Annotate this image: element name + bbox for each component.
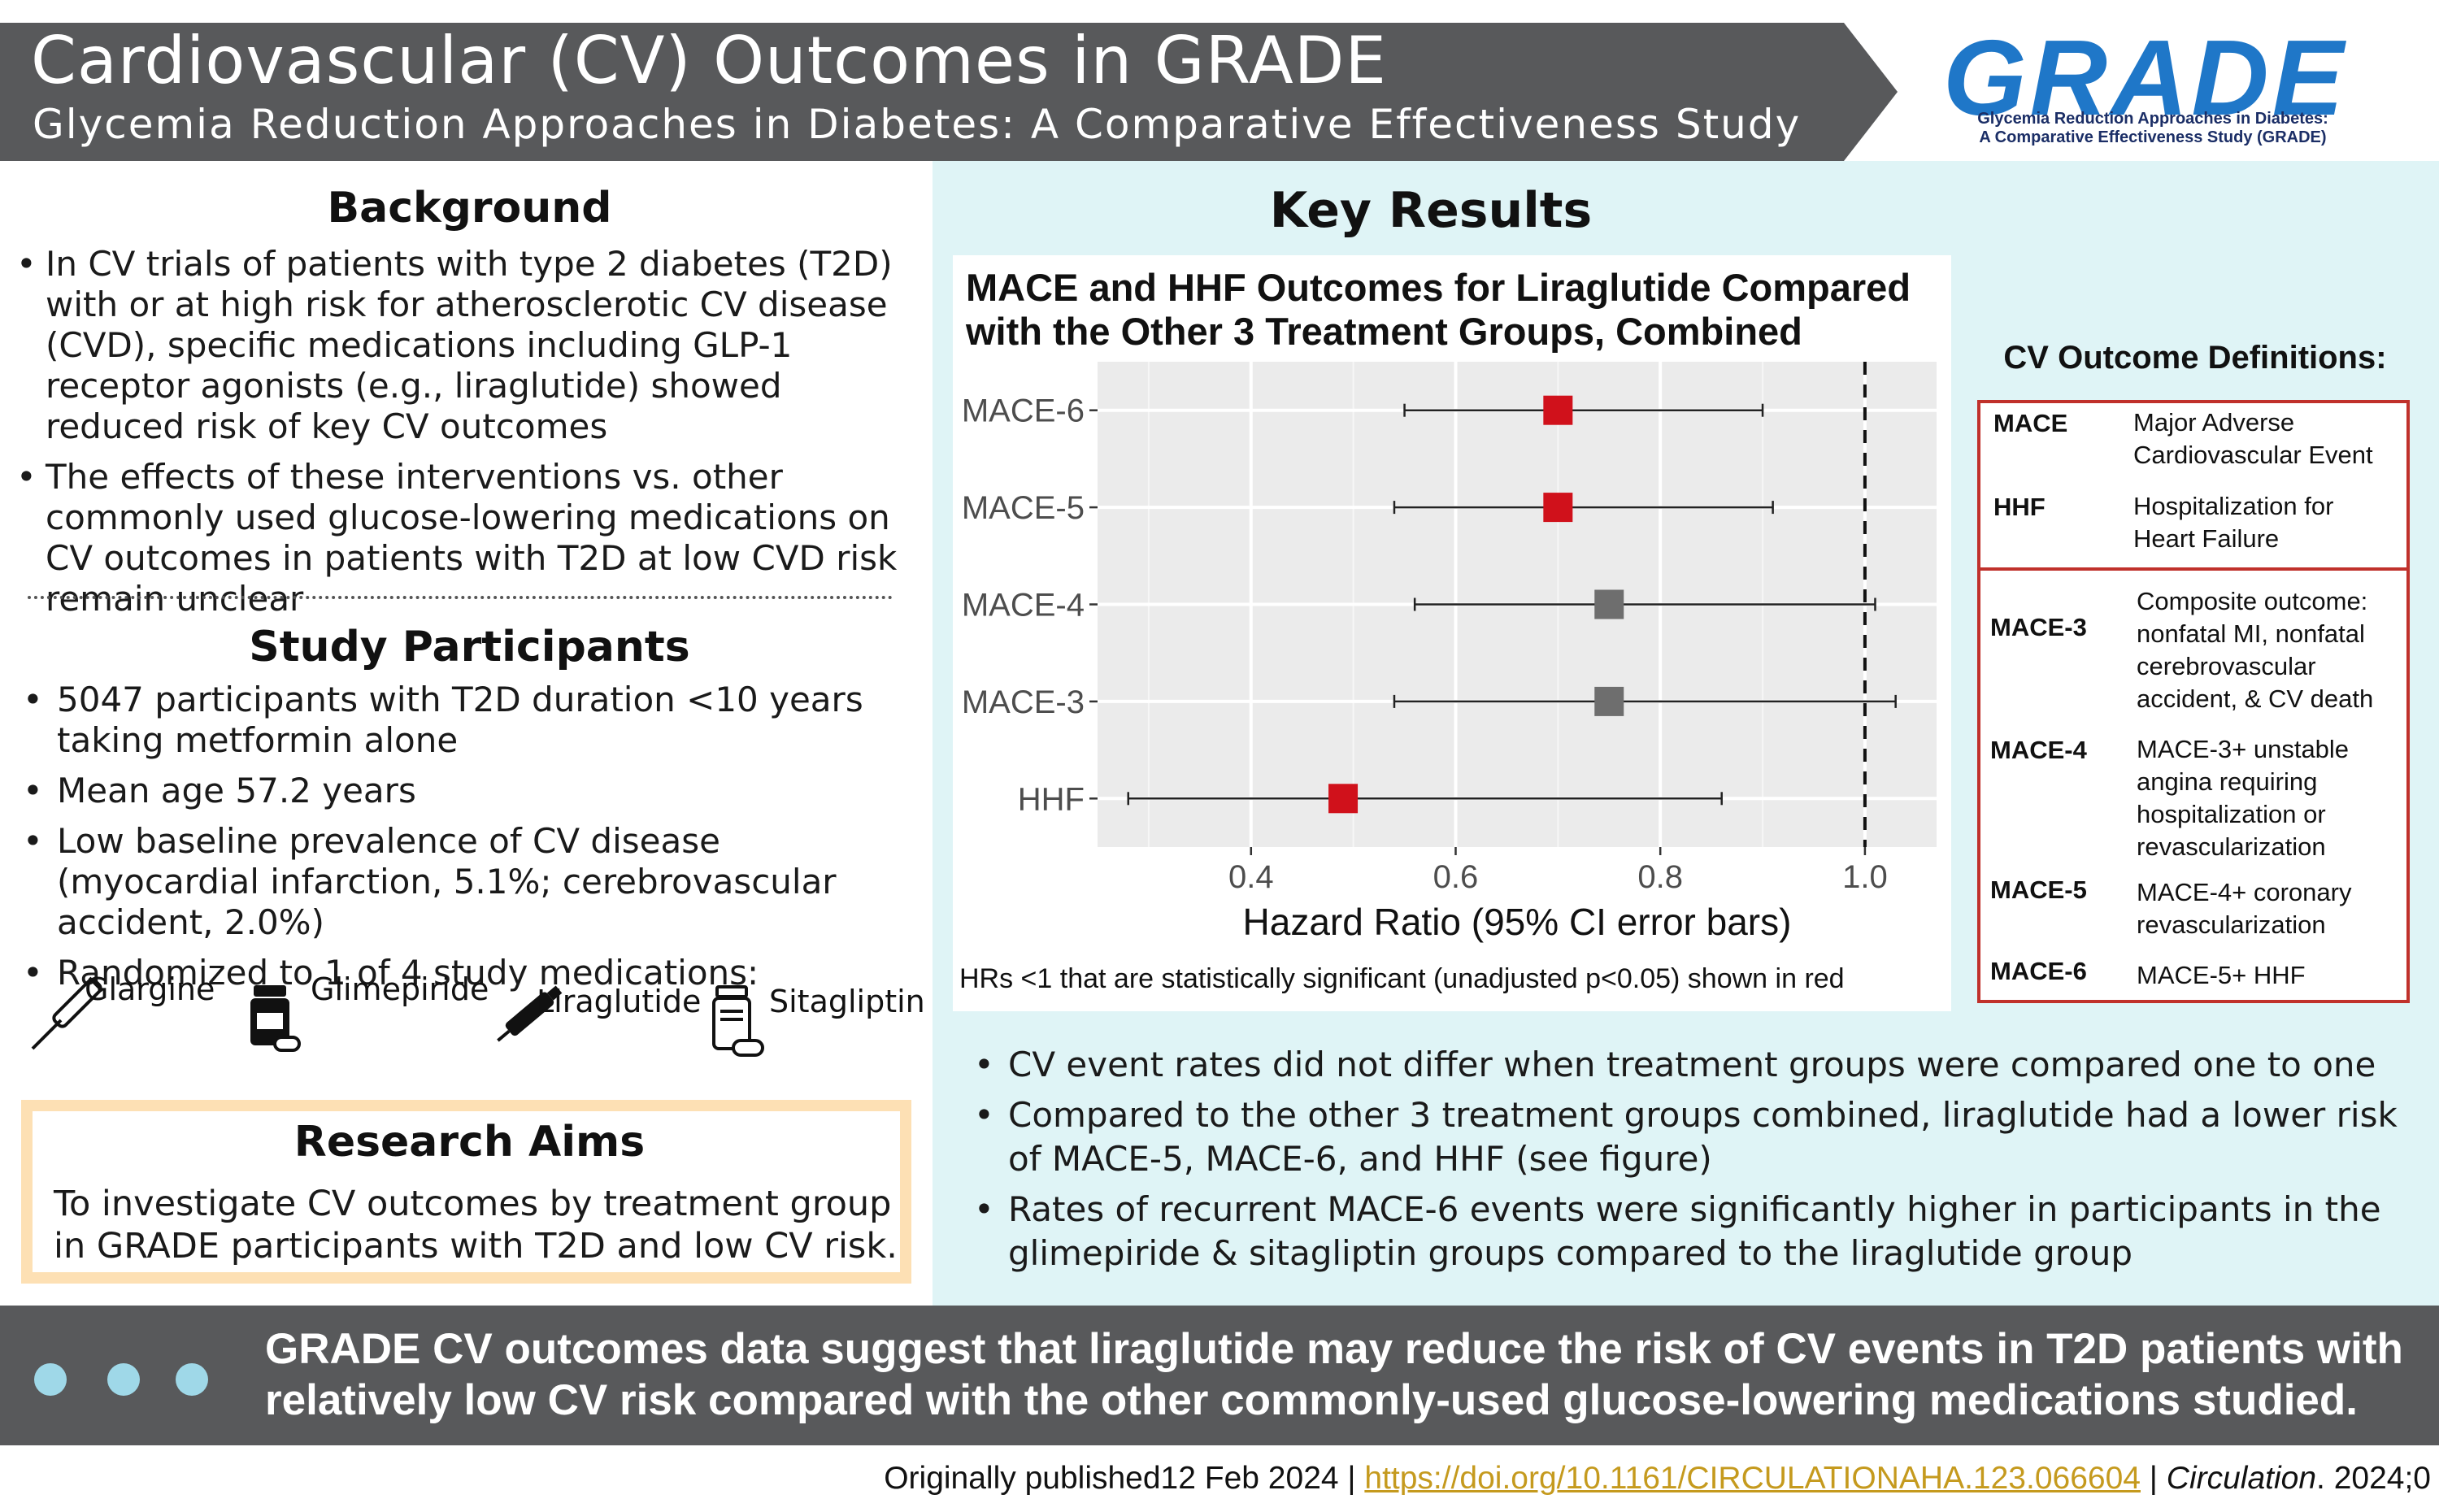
definition-value: Hospitalization for Heart Failure	[2133, 492, 2334, 553]
definitions-box-primary	[1977, 400, 2410, 571]
hr-point	[1328, 784, 1359, 814]
y-tick-label: MACE-6	[962, 393, 1085, 429]
list-item: • Compared to the other 3 treatment group…	[974, 1095, 2398, 1179]
list-item: • Mean age 57.2 years	[23, 771, 416, 810]
x-axis-label: Hazard Ratio (95% CI error bars)	[1243, 901, 1792, 943]
participants-list: • 5047 participants with T2D duration <10…	[23, 680, 925, 1003]
definition-value: MACE-5+ HHF	[2137, 961, 2306, 989]
pen-injector-icon	[31, 976, 104, 1050]
pill-jar-icon	[712, 985, 764, 1057]
hr-point	[1543, 395, 1573, 425]
conclusion-text: GRADE CV outcomes data suggest that lira…	[265, 1325, 2403, 1424]
x-tick-label: 0.6	[1433, 859, 1479, 895]
hr-point	[1594, 686, 1624, 716]
hr-point	[1543, 493, 1573, 523]
logo-subtitle-line1: Glycemia Reduction Approaches in Diabete…	[1977, 110, 2328, 128]
forest-plot: MACE-6 MACE-5 MACE-4 MACE-3 HHF 0.4 0.6 0.8 1.0 H…	[962, 362, 1937, 943]
decorative-dot	[107, 1363, 140, 1396]
grade-logo: GRADE	[1943, 18, 2347, 137]
definition-key: MACE-5	[1990, 875, 2087, 904]
y-tick-label: MACE-4	[962, 588, 1085, 623]
page-subtitle: Glycemia Reduction Approaches in Diabete…	[33, 101, 1802, 148]
definition-key: MACE-6	[1990, 957, 2087, 985]
research-aims-heading: Research Aims	[293, 1118, 646, 1167]
key-results-list: • CV event rates did not differ when trea…	[974, 1043, 2429, 1282]
y-tick-label: MACE-5	[962, 490, 1085, 526]
background-list: • In CV trials of patients with type 2 di…	[15, 244, 925, 629]
list-item: • The effects of these interventions vs. …	[16, 457, 898, 619]
x-tick-label: 0.4	[1228, 859, 1274, 895]
decorative-dot	[34, 1363, 67, 1396]
chart-title-line1: MACE and HHF Outcomes for Liraglutide Co…	[966, 266, 1911, 309]
chart-title-line2: with the Other 3 Treatment Groups, Combi…	[966, 310, 1802, 353]
conclusion-band	[0, 1306, 2439, 1445]
list-item: • Randomized to 1 of 4 study medications:	[23, 953, 759, 993]
x-tick-label: 1.0	[1842, 859, 1888, 895]
list-item: • In CV trials of patients with type 2 di…	[16, 244, 893, 446]
footer-separator: |	[2140, 1461, 2167, 1496]
background-heading: Background	[327, 184, 612, 232]
chart-note: HRs <1 that are statistically significan…	[959, 963, 1845, 994]
y-tick-label: MACE-3	[962, 684, 1085, 720]
published-date: Originally published12 Feb 2024 |	[884, 1461, 1365, 1496]
med-label-liraglutide: Liraglutide	[537, 984, 702, 1019]
citation-footer: Originally published12 Feb 2024 | https:…	[764, 1461, 2431, 1497]
definitions-box-composite	[1977, 571, 2410, 1003]
definition-value: MACE-4+ coronary revascularization	[2137, 878, 2352, 939]
citation-volume: . 2024;0	[2316, 1461, 2431, 1496]
list-item: • CV event rates did not differ when trea…	[974, 1045, 2376, 1084]
page-title: Cardiovascular (CV) Outcomes in GRADE	[31, 23, 1387, 98]
definition-value: Composite outcome: nonfatal MI, nonfatal…	[2137, 587, 2374, 713]
research-aims-text: To investigate CV outcomes by treatment …	[54, 1184, 898, 1267]
logo-subtitle-line2: A Comparative Effectiveness Study (GRADE…	[1979, 128, 2327, 146]
header-arrow	[1844, 23, 1898, 161]
participants-heading: Study Participants	[249, 623, 690, 671]
header-banner	[0, 23, 1844, 161]
definition-key: MACE-3	[1990, 613, 2087, 641]
med-label-glargine: Glargine	[85, 971, 215, 1007]
journal-name: Circulation	[2166, 1461, 2317, 1496]
list-item: • Low baseline prevalence of CV disease (…	[23, 821, 837, 942]
hr-point	[1594, 589, 1624, 619]
med-label-glimepiride: Glimepiride	[311, 971, 489, 1007]
decorative-dot	[176, 1363, 208, 1396]
med-label-sitagliptin: Sitagliptin	[769, 984, 925, 1019]
list-item: • Rates of recurrent MACE-6 events were s…	[974, 1189, 2381, 1273]
definitions-heading: CV Outcome Definitions:	[2003, 340, 2387, 376]
definition-key: HHF	[1993, 493, 2046, 521]
research-aims-box	[21, 1100, 911, 1284]
pill-bottle-icon	[250, 985, 301, 1052]
list-item: • 5047 participants with T2D duration <10…	[23, 680, 863, 760]
injection-pen-icon	[497, 985, 563, 1042]
y-tick-label: HHF	[1018, 781, 1085, 817]
definition-key: MACE-4	[1990, 736, 2087, 764]
definition-key: MACE	[1993, 409, 2068, 437]
definition-value: MACE-3+ unstable angina requiring hospit…	[2137, 735, 2350, 861]
section-divider	[28, 596, 893, 599]
x-tick-label: 0.8	[1637, 859, 1683, 895]
doi-link[interactable]: https://doi.org/10.1161/CIRCULATIONAHA.1…	[1364, 1461, 2141, 1496]
key-results-heading: Key Results	[1269, 182, 1593, 239]
definition-value: Major Adverse Cardiovascular Event	[2133, 408, 2373, 469]
